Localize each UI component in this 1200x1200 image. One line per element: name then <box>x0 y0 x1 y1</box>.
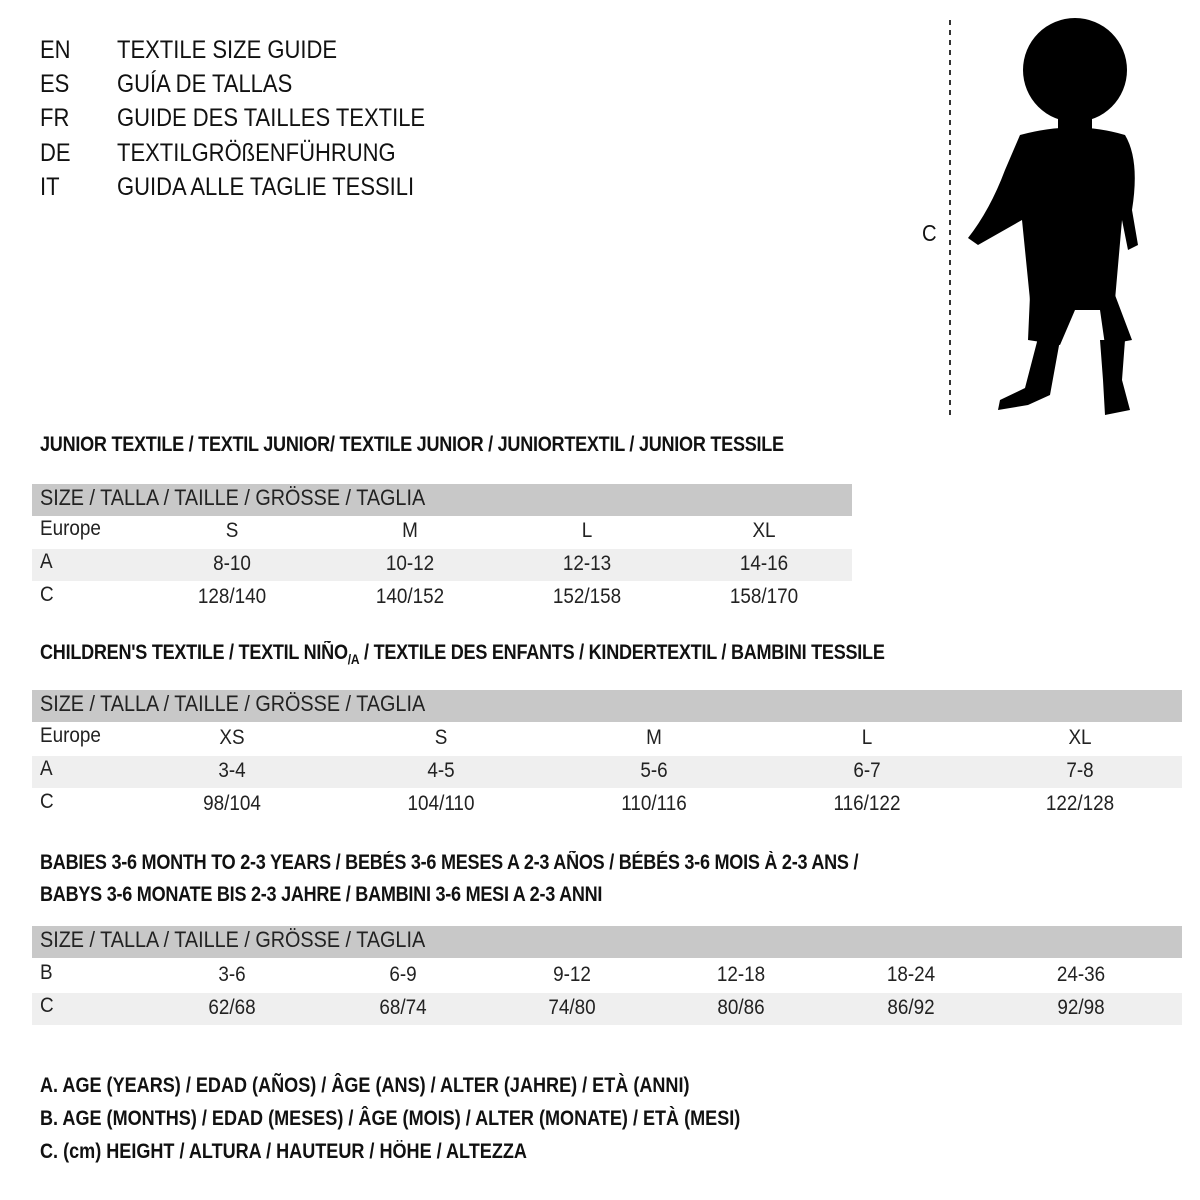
table-cell: 12-18 <box>716 963 766 986</box>
table-cell: 116/122 <box>833 792 901 815</box>
table-cell: 12-13 <box>562 552 612 575</box>
table-cell: 68/74 <box>379 996 427 1019</box>
title-text: GUÍA DE TALLAS <box>117 70 293 98</box>
lang-code: FR <box>40 104 70 132</box>
table-row: A 8-10 10-12 12-13 14-16 <box>32 549 852 581</box>
row-label: C <box>40 583 54 606</box>
lang-code: EN <box>40 36 71 64</box>
children-heading: CHILDREN'S TEXTILE / TEXTIL NIÑO/A / TEX… <box>40 641 885 667</box>
table-row: Europe XS S M L XL <box>32 723 1182 755</box>
row-label: A <box>40 550 53 573</box>
table-cell: 7-8 <box>1066 759 1094 782</box>
table-cell: M <box>402 519 418 542</box>
height-measure-label: C <box>922 220 937 246</box>
header-label: SIZE / TALLA / TAILLE / GRÖSSE / TAGLIA <box>40 691 426 716</box>
table-cell: S <box>434 726 448 749</box>
table-cell: 18-24 <box>886 963 936 986</box>
title-text: TEXTILGRÖßENFÜHRUNG <box>117 139 396 167</box>
table-cell: 128/140 <box>197 585 267 608</box>
table-cell: XS <box>219 726 245 749</box>
row-label: Europe <box>40 517 101 540</box>
table-cell: 62/68 <box>208 996 256 1019</box>
heading-subscript: /A <box>347 651 360 668</box>
title-text: TEXTILE SIZE GUIDE <box>117 36 338 64</box>
table-cell: 5-6 <box>640 759 668 782</box>
table-cell: 3-6 <box>218 963 246 986</box>
legend-item: B. AGE (MONTHS) / EDAD (MESES) / ÂGE (MO… <box>40 1107 741 1130</box>
row-label: B <box>40 961 53 984</box>
row-label: A <box>40 757 53 780</box>
heading-text: / TEXTILE DES ENFANTS / KINDERTEXTIL / B… <box>359 641 885 664</box>
table-cell: 6-9 <box>389 963 417 986</box>
lang-code: IT <box>40 173 60 201</box>
table-cell: 140/152 <box>375 585 445 608</box>
table-cell: 104/110 <box>407 792 475 815</box>
table-cell: 4-5 <box>427 759 455 782</box>
table-header: SIZE / TALLA / TAILLE / GRÖSSE / TAGLIA <box>32 484 852 516</box>
table-cell: 14-16 <box>739 552 789 575</box>
table-cell: 24-36 <box>1056 963 1106 986</box>
table-cell: 92/98 <box>1057 996 1105 1019</box>
lang-code: DE <box>40 139 71 167</box>
table-row: Europe S M L XL <box>32 516 852 548</box>
table-row: A 3-4 4-5 5-6 6-7 7-8 <box>32 756 1182 788</box>
table-cell: 98/104 <box>203 792 261 815</box>
babies-heading-line1: BABIES 3-6 MONTH TO 2-3 YEARS / BEBÉS 3-… <box>40 851 859 874</box>
table-cell: XL <box>1068 726 1092 749</box>
table-cell: 8-10 <box>213 552 251 575</box>
junior-heading: JUNIOR TEXTILE / TEXTIL JUNIOR/ TEXTILE … <box>40 433 784 456</box>
row-label: C <box>40 994 54 1017</box>
title-text: GUIDE DES TAILLES TEXTILE <box>117 104 426 132</box>
legend-item: C. (cm) HEIGHT / ALTURA / HAUTEUR / HÖHE… <box>40 1140 527 1163</box>
table-row: C 62/68 68/74 74/80 80/86 86/92 92/98 <box>32 993 1182 1025</box>
table-row: C 98/104 104/110 110/116 116/122 122/128 <box>32 789 1182 821</box>
lang-code: ES <box>40 70 70 98</box>
table-cell: XL <box>752 519 776 542</box>
table-cell: L <box>861 726 873 749</box>
table-cell: 152/158 <box>552 585 622 608</box>
table-cell: 74/80 <box>548 996 596 1019</box>
row-label: Europe <box>40 724 101 747</box>
table-cell: 158/170 <box>729 585 799 608</box>
header-label: SIZE / TALLA / TAILLE / GRÖSSE / TAGLIA <box>40 485 426 510</box>
row-label: C <box>40 790 54 813</box>
babies-heading-line2: BABYS 3-6 MONATE BIS 2-3 JAHRE / BAMBINI… <box>40 883 603 906</box>
header-label: SIZE / TALLA / TAILLE / GRÖSSE / TAGLIA <box>40 927 426 952</box>
table-cell: 3-4 <box>218 759 246 782</box>
heading-text: CHILDREN'S TEXTILE / TEXTIL NIÑO <box>40 641 348 664</box>
table-cell: 9-12 <box>553 963 591 986</box>
table-cell: S <box>225 519 239 542</box>
legend-item: A. AGE (YEARS) / EDAD (AÑOS) / ÂGE (ANS)… <box>40 1074 690 1097</box>
table-cell: 122/128 <box>1045 792 1115 815</box>
table-cell: L <box>581 519 593 542</box>
table-cell: 86/92 <box>887 996 935 1019</box>
table-header: SIZE / TALLA / TAILLE / GRÖSSE / TAGLIA <box>32 926 1182 958</box>
table-cell: 6-7 <box>853 759 881 782</box>
table-cell: 110/116 <box>621 792 687 815</box>
table-cell: M <box>646 726 662 749</box>
table-header: SIZE / TALLA / TAILLE / GRÖSSE / TAGLIA <box>32 690 1182 722</box>
table-cell: 80/86 <box>717 996 765 1019</box>
title-text: GUIDA ALLE TAGLIE TESSILI <box>117 173 415 201</box>
table-row: C 128/140 140/152 152/158 158/170 <box>32 582 852 614</box>
child-silhouette-icon <box>949 18 1138 415</box>
table-row: B 3-6 6-9 9-12 12-18 18-24 24-36 <box>32 960 1182 992</box>
table-cell: 10-12 <box>385 552 435 575</box>
